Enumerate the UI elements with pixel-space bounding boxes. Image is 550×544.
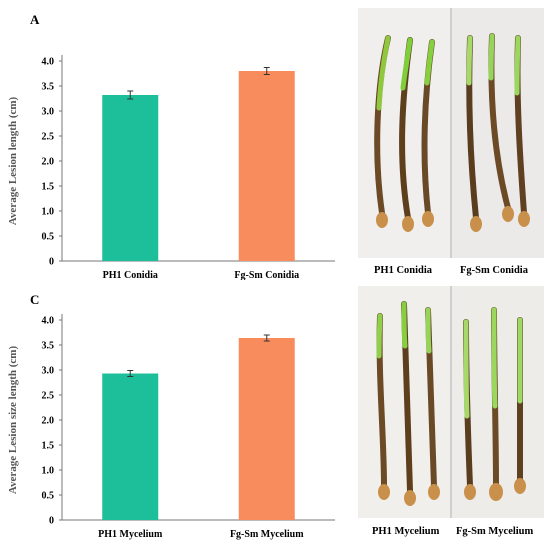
y-axis-label: Average Lesion length (cm)	[7, 96, 19, 225]
seedling-photo-mycelium	[358, 286, 544, 518]
y-tick-label: 1.0	[42, 207, 55, 218]
y-tick-label: 0.5	[42, 232, 55, 243]
photo-label-ph1-conidia: PH1 Conidia	[374, 265, 433, 276]
x-tick-label: Fg-Sm Mycelium	[230, 529, 304, 540]
y-tick-label: 3.0	[42, 366, 55, 377]
y-tick-label: 0	[49, 516, 54, 527]
y-tick-label: 1.5	[42, 182, 55, 193]
photo-label-fgsm-mycelium: Fg-Sm Mycelium	[456, 526, 534, 537]
y-tick-label: 0	[49, 257, 54, 268]
y-tick-label: 2.5	[42, 132, 55, 143]
y-tick-label: 3.0	[42, 107, 55, 118]
panel-a-label: A	[30, 12, 40, 27]
x-tick-label: PH1 Mycelium	[98, 529, 163, 540]
photo-label-ph1-mycelium: PH1 Mycelium	[372, 526, 440, 537]
panel-c-label: C	[30, 292, 40, 307]
y-tick-label: 4.0	[42, 316, 55, 327]
y-tick-label: 4.0	[42, 57, 55, 68]
photo-panel-b: PH1 Conidia Fg-Sm Conidia	[358, 8, 544, 280]
y-axis-label: Average Lesion size length (cm)	[7, 346, 19, 495]
seedling-photo-conidia	[358, 8, 544, 258]
photo-panel-d: PH1 Mycelium Fg-Sm Mycelium	[358, 286, 544, 542]
y-tick-label: 2.0	[42, 157, 55, 168]
y-tick-label: 2.0	[42, 416, 55, 427]
chart-c: 0 0.5 1.0 1.5 2.0 2.5 3.0 3.5 4.0 Average Lesion …	[7, 314, 335, 540]
y-tick-label: 1.0	[42, 466, 55, 477]
photo-label-fgsm-conidia: Fg-Sm Conidia	[460, 265, 528, 276]
bar-fgsm	[238, 338, 295, 520]
chart-a: 0 0.5 1.0 1.5 2.0 2.5 3.0 3.5 4.0 Average Lesion …	[7, 55, 335, 280]
x-tick-label: PH1 Conidia	[103, 270, 158, 280]
y-tick-label: 3.5	[42, 341, 55, 352]
y-tick-label: 3.5	[42, 82, 55, 93]
bar-ph1	[102, 373, 159, 520]
y-tick-label: 1.5	[42, 441, 55, 452]
x-tick-label: Fg-Sm Conidia	[234, 270, 299, 280]
bar-fgsm	[238, 71, 295, 261]
bar-ph1	[102, 95, 159, 261]
y-tick-label: 0.5	[42, 491, 55, 502]
y-tick-label: 2.5	[42, 391, 55, 402]
